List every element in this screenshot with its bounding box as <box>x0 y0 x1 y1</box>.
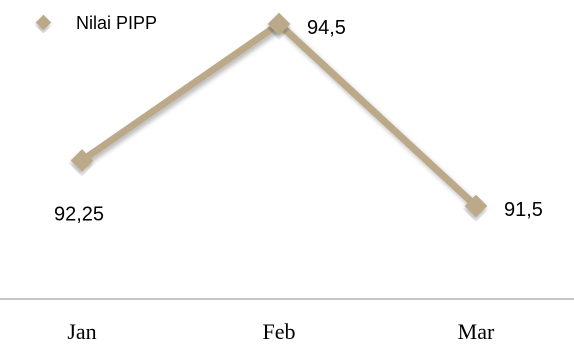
series-line <box>80 20 479 209</box>
data-label-feb: 94,5 <box>307 17 346 39</box>
data-label-jan: 92,25 <box>54 204 104 226</box>
x-tick-label-jan: Jan <box>67 319 96 344</box>
series-nilai-pipp <box>70 12 488 218</box>
legend: Nilai PIPP <box>14 13 157 33</box>
legend-marker-swatch <box>35 14 52 31</box>
legend-label: Nilai PIPP <box>76 13 157 33</box>
data-point-jan <box>70 149 94 172</box>
data-label-mar: 91,5 <box>504 199 543 221</box>
data-labels: 92,25 94,5 91,5 <box>54 17 543 226</box>
x-tick-label-mar: Mar <box>458 319 495 344</box>
x-tick-label-feb: Feb <box>263 319 296 344</box>
x-axis-tick-labels: Jan Feb Mar <box>67 319 495 344</box>
